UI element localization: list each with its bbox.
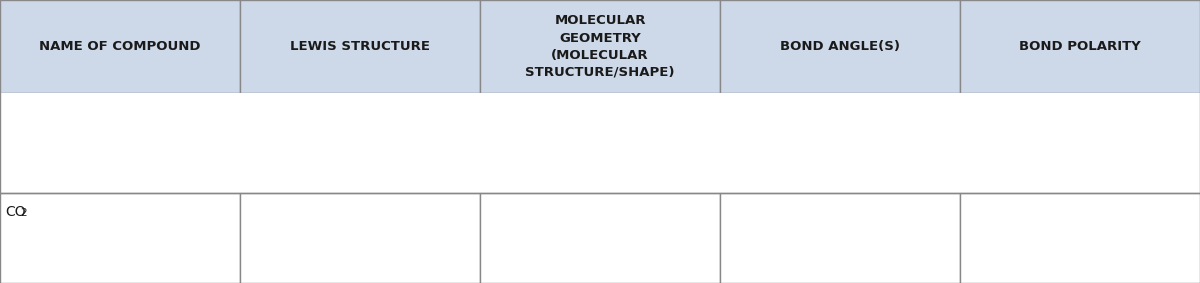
Bar xyxy=(0,0,240,93)
Bar xyxy=(480,0,720,93)
Text: BOND ANGLE(S): BOND ANGLE(S) xyxy=(780,40,900,53)
Bar xyxy=(480,193,720,283)
Text: 2: 2 xyxy=(20,208,26,218)
Bar xyxy=(720,193,960,283)
Bar xyxy=(0,193,240,283)
Bar xyxy=(240,193,480,283)
Bar xyxy=(720,0,960,93)
Bar xyxy=(960,0,1200,93)
Text: CO: CO xyxy=(5,205,25,219)
Bar xyxy=(960,193,1200,283)
Text: BOND POLARITY: BOND POLARITY xyxy=(1019,40,1141,53)
Bar xyxy=(0,93,1200,193)
Bar xyxy=(240,0,480,93)
Text: NAME OF COMPOUND: NAME OF COMPOUND xyxy=(40,40,200,53)
Text: LEWIS STRUCTURE: LEWIS STRUCTURE xyxy=(290,40,430,53)
Text: MOLECULAR
GEOMETRY
(MOLECULAR
STRUCTURE/SHAPE): MOLECULAR GEOMETRY (MOLECULAR STRUCTURE/… xyxy=(526,14,674,78)
